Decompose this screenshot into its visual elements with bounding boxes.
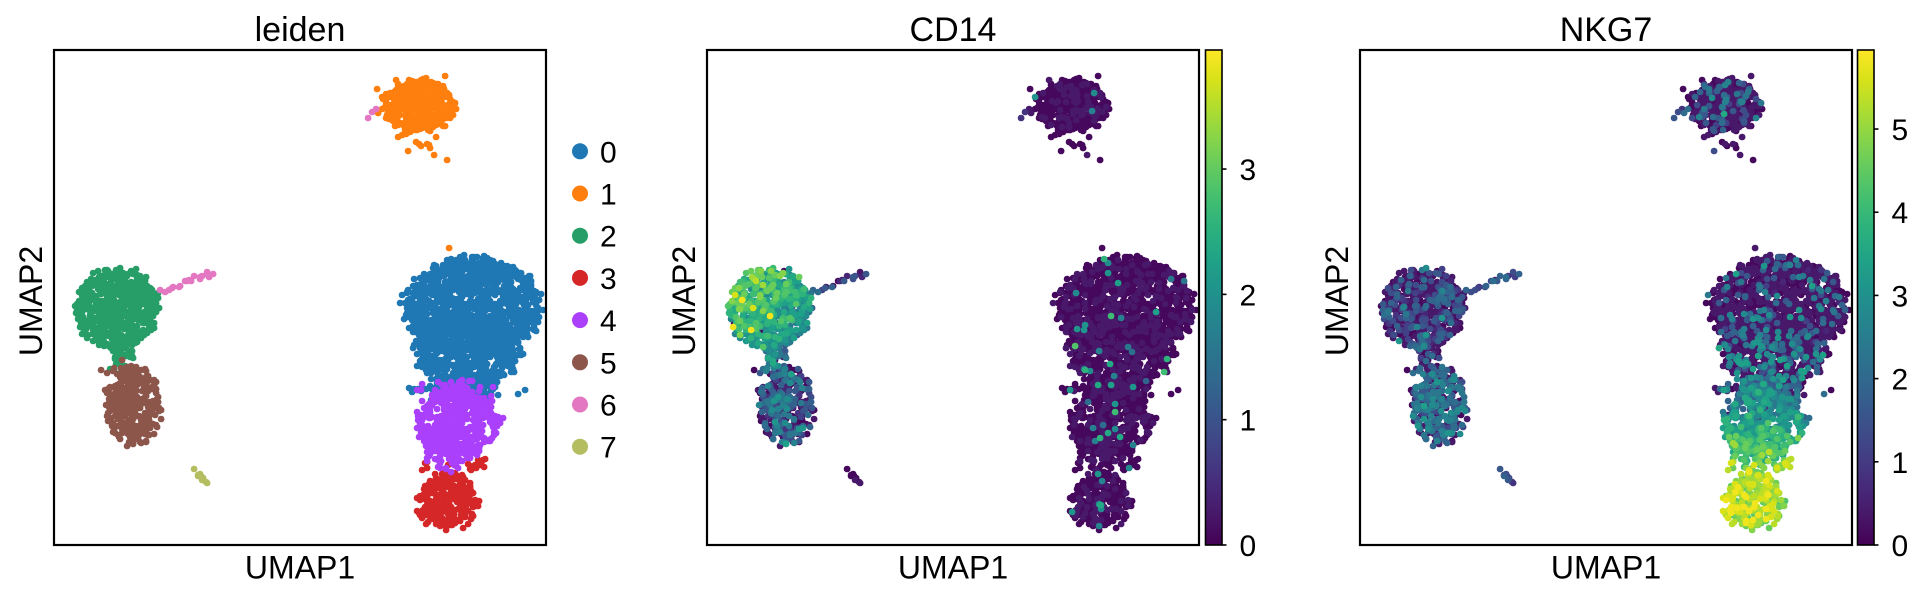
- svg-text:4: 4: [600, 305, 617, 338]
- svg-text:UMAP1: UMAP1: [245, 550, 355, 586]
- svg-text:7: 7: [600, 432, 617, 465]
- svg-text:0: 0: [1892, 530, 1909, 563]
- svg-text:1: 1: [1240, 405, 1257, 438]
- svg-text:UMAP2: UMAP2: [1319, 246, 1355, 356]
- svg-text:UMAP2: UMAP2: [666, 246, 702, 356]
- svg-text:5: 5: [600, 347, 617, 380]
- svg-text:UMAP2: UMAP2: [13, 246, 49, 356]
- svg-text:5: 5: [1892, 114, 1909, 147]
- svg-text:0: 0: [600, 136, 617, 169]
- svg-text:3: 3: [600, 263, 617, 296]
- svg-text:NKG7: NKG7: [1560, 11, 1653, 49]
- svg-text:4: 4: [1892, 197, 1909, 230]
- svg-text:3: 3: [1892, 280, 1909, 313]
- svg-text:3: 3: [1240, 154, 1257, 187]
- svg-text:leiden: leiden: [255, 11, 346, 49]
- svg-text:0: 0: [1240, 530, 1257, 563]
- svg-text:1: 1: [1892, 447, 1909, 480]
- svg-text:UMAP1: UMAP1: [898, 550, 1008, 586]
- svg-text:UMAP1: UMAP1: [1551, 550, 1661, 586]
- svg-text:2: 2: [600, 221, 617, 254]
- svg-text:6: 6: [600, 390, 617, 423]
- svg-text:2: 2: [1892, 364, 1909, 397]
- svg-text:2: 2: [1240, 279, 1257, 312]
- svg-text:CD14: CD14: [910, 11, 997, 49]
- svg-text:1: 1: [600, 179, 617, 212]
